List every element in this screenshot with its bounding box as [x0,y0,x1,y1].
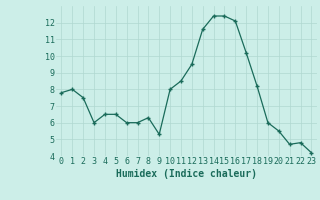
X-axis label: Humidex (Indice chaleur): Humidex (Indice chaleur) [116,169,257,179]
